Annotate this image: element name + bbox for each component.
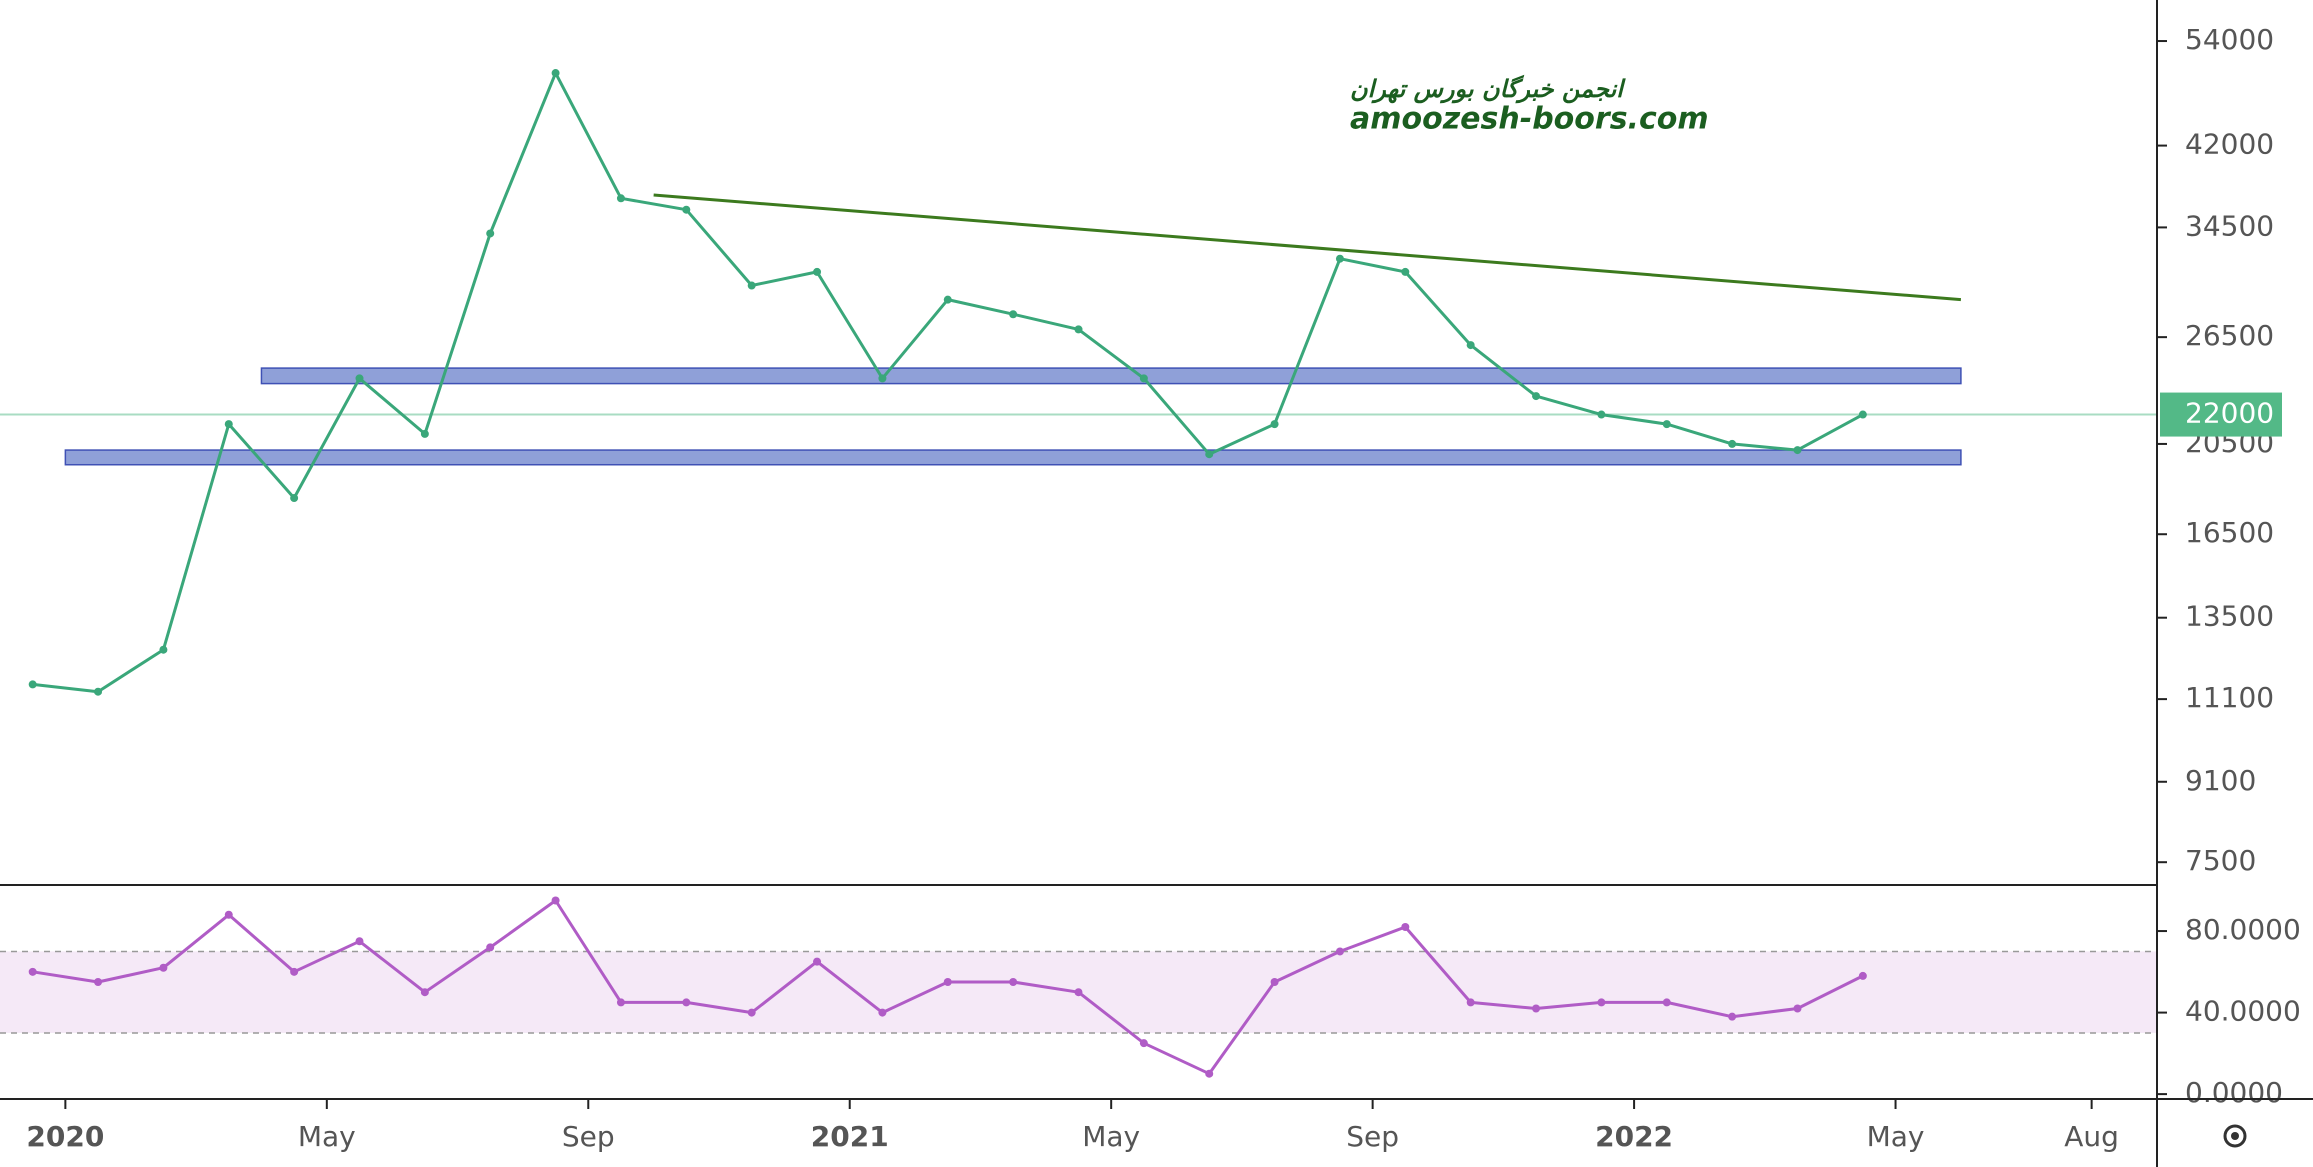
data-point <box>1793 446 1802 455</box>
data-point <box>747 281 756 290</box>
y-tick-label: 34500 <box>2185 209 2274 242</box>
data-point <box>813 267 822 276</box>
x-tick-label: 2022 <box>1595 1120 1673 1153</box>
data-point <box>1466 998 1475 1007</box>
data-point <box>486 943 495 952</box>
data-point <box>1401 267 1410 276</box>
data-point <box>224 910 233 919</box>
watermark: انجمن خبرگان بورس تهران <box>1350 74 1626 104</box>
price-zone <box>260 367 1962 385</box>
watermark: amoozesh-boors.com <box>1350 102 1709 137</box>
data-point <box>878 1008 887 1017</box>
y-tick-label: 80.0000 <box>2185 913 2301 946</box>
y-tick-label: 54000 <box>2185 23 2274 56</box>
data-point <box>1597 998 1606 1007</box>
data-point <box>1205 1069 1214 1078</box>
data-point <box>1728 439 1737 448</box>
data-point <box>1728 1012 1737 1021</box>
data-point <box>94 978 103 987</box>
y-tick-label: 9100 <box>2185 764 2256 797</box>
data-point <box>159 963 168 972</box>
data-point <box>943 295 952 304</box>
data-point <box>1793 1004 1802 1013</box>
x-tick-label: May <box>1867 1120 1925 1153</box>
y-tick-label: 40.0000 <box>2185 995 2301 1028</box>
data-point <box>1139 374 1148 383</box>
data-point <box>1466 341 1475 350</box>
data-point <box>1532 392 1541 401</box>
trendline <box>653 193 1962 302</box>
data-point <box>1662 420 1671 429</box>
data-point <box>224 420 233 429</box>
x-tick-label: May <box>1082 1120 1140 1153</box>
data-point <box>1597 410 1606 419</box>
y-tick-label: 26500 <box>2185 319 2274 352</box>
x-tick-label: Aug <box>2064 1120 2119 1153</box>
data-point <box>355 937 364 946</box>
y-tick-label: 42000 <box>2185 128 2274 161</box>
data-point <box>1532 1004 1541 1013</box>
gear-icon <box>2223 1124 2247 1148</box>
data-point <box>290 967 299 976</box>
last-price-label: 22000 <box>2185 397 2274 430</box>
data-point <box>1205 450 1214 459</box>
last-price-badge <box>2160 392 2282 437</box>
data-point <box>1074 988 1083 997</box>
y-tick-label: 11100 <box>2185 681 2274 714</box>
price-zone <box>64 449 1962 466</box>
data-point <box>747 1008 756 1017</box>
data-point <box>1270 420 1279 429</box>
x-tick-label: 2020 <box>26 1120 104 1153</box>
data-point <box>616 998 625 1007</box>
x-tick-label: May <box>298 1120 356 1153</box>
data-point <box>1335 947 1344 956</box>
data-point <box>28 680 37 689</box>
data-point <box>616 194 625 203</box>
settings-button[interactable] <box>2223 1124 2247 1148</box>
y-tick-label: 0.0000 <box>2185 1076 2283 1109</box>
data-point <box>878 374 887 383</box>
data-point <box>159 645 168 654</box>
y-tick-label: 16500 <box>2185 516 2274 549</box>
data-point <box>28 967 37 976</box>
data-point <box>290 494 299 503</box>
data-point <box>1270 978 1279 987</box>
data-point <box>682 205 691 214</box>
data-point <box>486 229 495 238</box>
data-point <box>355 374 364 383</box>
data-point <box>1858 971 1867 980</box>
data-point <box>551 69 560 78</box>
data-point <box>1074 325 1083 334</box>
x-tick-label: 2021 <box>811 1120 889 1153</box>
gear-center <box>2231 1132 2239 1140</box>
data-point <box>1662 998 1671 1007</box>
data-point <box>1009 978 1018 987</box>
data-point <box>1335 254 1344 263</box>
y-tick-label: 7500 <box>2185 844 2256 877</box>
data-point <box>943 978 952 987</box>
y-tick-label: 13500 <box>2185 600 2274 633</box>
data-point <box>420 988 429 997</box>
x-tick-label: Sep <box>562 1120 615 1153</box>
data-point <box>1401 922 1410 931</box>
data-point <box>1858 410 1867 419</box>
data-point <box>682 998 691 1007</box>
data-point <box>1009 310 1018 319</box>
data-point <box>420 429 429 438</box>
data-point <box>551 896 560 905</box>
x-tick-label: Sep <box>1346 1120 1399 1153</box>
data-point <box>813 957 822 966</box>
data-point <box>1139 1039 1148 1048</box>
data-point <box>94 687 103 696</box>
